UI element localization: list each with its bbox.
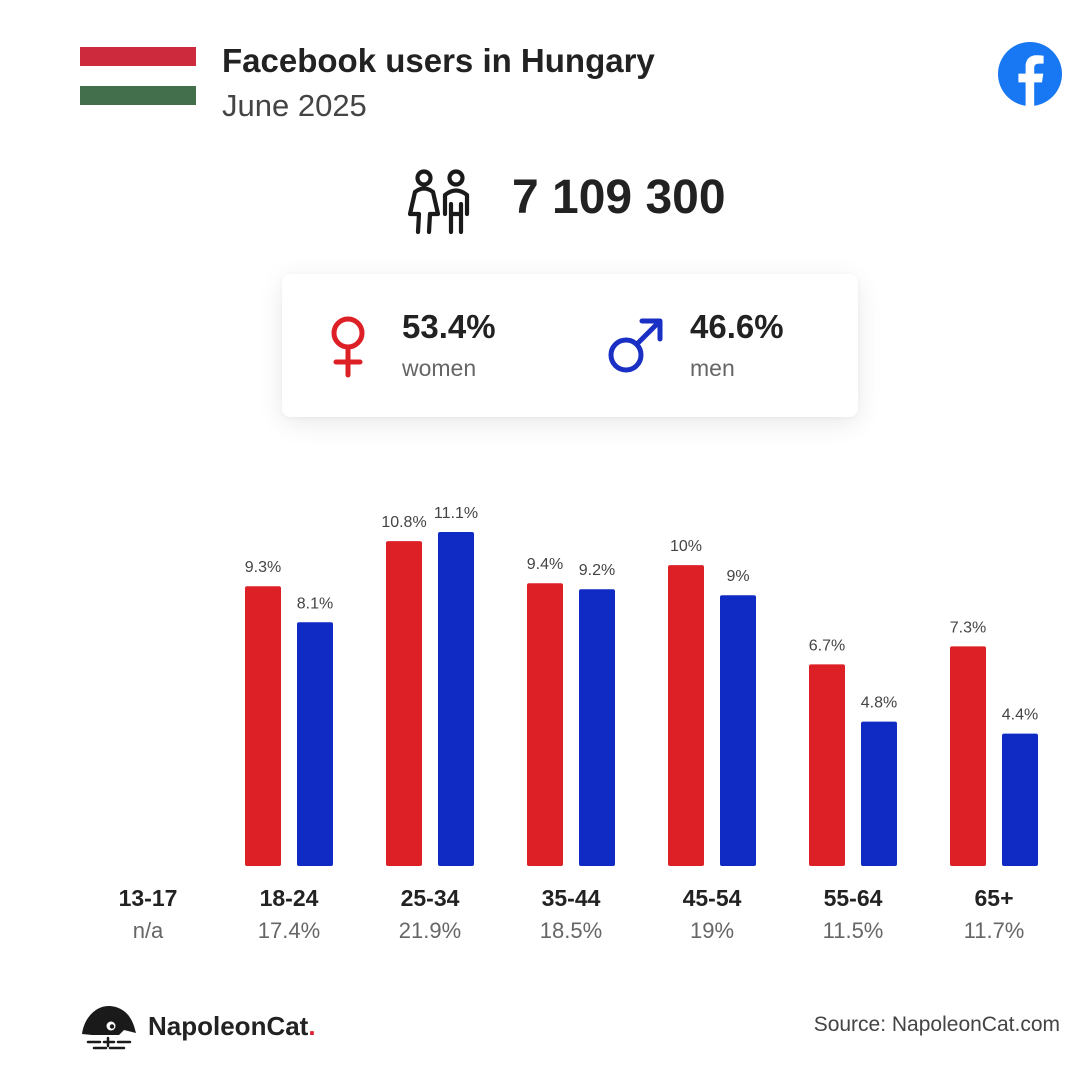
bar-label-men-45-54: 9% xyxy=(726,568,749,585)
category-total-18-24: 17.4% xyxy=(258,918,320,943)
age-gender-bar-chart: 13-17 n/a 9.3% 8.1% 18-24 17.4% 10.8% 11.1% 25-3… xyxy=(0,470,1080,950)
napoleoncat-logo-icon xyxy=(82,1005,136,1050)
napoleoncat-brand: NapoleonCat. xyxy=(78,1000,338,1052)
facebook-logo-icon xyxy=(998,42,1062,106)
flag-stripe-green xyxy=(80,85,196,105)
category-label-65+: 65+ xyxy=(974,885,1013,911)
page-title: Facebook users in Hungary xyxy=(222,42,655,79)
category-label-45-54: 45-54 xyxy=(683,885,742,911)
flag-stripe-white xyxy=(80,66,196,86)
hungary-flag-icon xyxy=(80,47,196,105)
category-label-55-64: 55-64 xyxy=(824,885,883,911)
bar-label-men-65+: 4.4% xyxy=(1002,707,1038,724)
people-icon xyxy=(407,169,470,235)
bar-women-55-64 xyxy=(809,664,845,866)
category-label-18-24: 18-24 xyxy=(260,885,319,911)
bar-label-women-65+: 7.3% xyxy=(950,619,986,636)
bar-label-men-18-24: 8.1% xyxy=(297,595,333,612)
bar-label-women-45-54: 10% xyxy=(670,538,702,555)
bar-women-45-54 xyxy=(668,565,704,866)
bar-label-men-55-64: 4.8% xyxy=(861,695,897,712)
category-label-35-44: 35-44 xyxy=(542,885,601,911)
bar-women-65+ xyxy=(950,646,986,866)
bar-men-55-64 xyxy=(861,721,897,866)
women-label: women xyxy=(402,355,477,381)
bar-men-35-44 xyxy=(579,589,615,866)
category-total-55-64: 11.5% xyxy=(823,918,884,943)
bar-label-men-25-34: 11.1% xyxy=(434,505,478,522)
category-total-65+: 11.7% xyxy=(964,918,1025,943)
bar-men-65+ xyxy=(1002,733,1038,866)
women-percentage: 53.4% xyxy=(402,308,496,345)
bar-men-45-54 xyxy=(720,595,756,866)
bar-women-35-44 xyxy=(527,583,563,866)
total-users-value: 7 109 300 xyxy=(512,171,726,224)
bar-women-18-24 xyxy=(245,586,281,866)
bar-men-18-24 xyxy=(297,622,333,866)
brand-name: NapoleonCat. xyxy=(148,1011,316,1042)
bar-label-women-25-34: 10.8% xyxy=(381,514,426,531)
source-credit: Source: NapoleonCat.com xyxy=(813,1013,1060,1036)
page-subtitle: June 2025 xyxy=(222,88,367,123)
category-label-13-17: 13-17 xyxy=(119,885,178,911)
bar-label-men-35-44: 9.2% xyxy=(579,562,615,579)
male-symbol-icon xyxy=(608,318,663,373)
bar-label-women-35-44: 9.4% xyxy=(527,556,563,573)
chart-canvas: 13-17 n/a 9.3% 8.1% 18-24 17.4% 10.8% 11.1% 25-3… xyxy=(119,505,1039,943)
category-total-35-44: 18.5% xyxy=(540,918,602,943)
brand-dot: . xyxy=(308,1011,316,1041)
bar-women-25-34 xyxy=(386,541,422,866)
bar-label-women-18-24: 9.3% xyxy=(245,559,281,576)
category-total-13-17: n/a xyxy=(133,918,164,943)
flag-stripe-red xyxy=(80,47,196,67)
category-total-45-54: 19% xyxy=(690,918,734,943)
category-total-25-34: 21.9% xyxy=(399,918,461,943)
category-label-25-34: 25-34 xyxy=(401,885,460,911)
men-label: men xyxy=(690,355,735,381)
gender-split-card: 53.4% women 46.6% men xyxy=(282,274,858,417)
female-symbol-icon xyxy=(331,316,365,378)
men-percentage: 46.6% xyxy=(690,308,784,345)
brand-name-text: NapoleonCat xyxy=(148,1011,309,1041)
bar-label-women-55-64: 6.7% xyxy=(809,637,845,654)
bar-men-25-34 xyxy=(438,532,474,866)
